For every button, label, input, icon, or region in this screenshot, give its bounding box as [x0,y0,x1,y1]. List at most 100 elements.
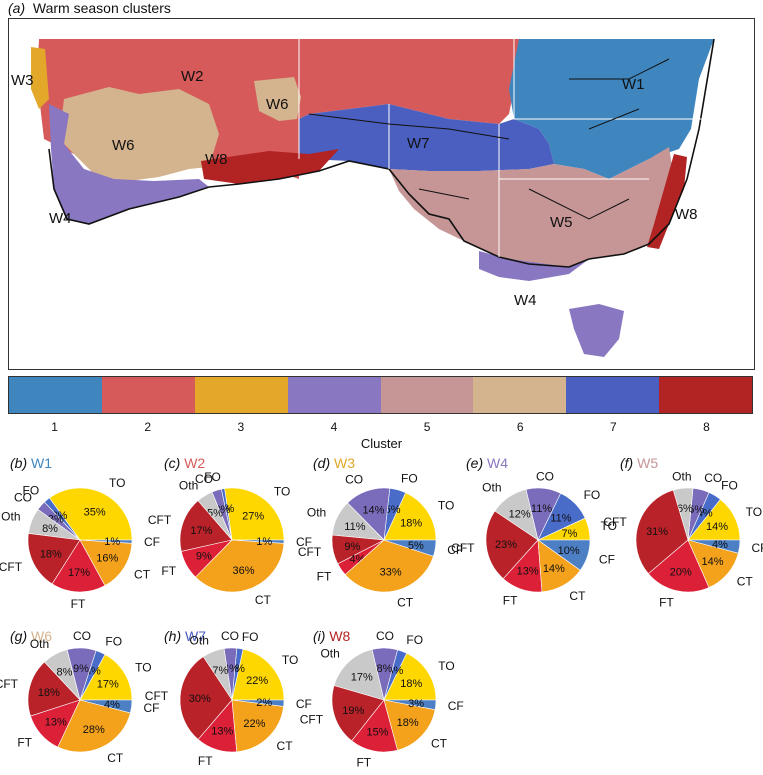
colorbar-tick-2: 2 [144,420,152,434]
pie-slice-label: FT [71,597,86,611]
pie-slice-ft [647,539,710,593]
pie-slice-value: 1% [256,536,272,548]
pie-slice-cf [231,699,285,707]
map-label-w6: W6 [112,137,135,154]
pie-slice-value: 17% [351,672,373,684]
pie-title-w7: (h) W7 [164,628,206,644]
pie-slice-value: 4% [712,539,728,551]
pie-slice-value: 28% [83,724,105,736]
pie-slice-label: FO [105,634,122,648]
pie-slice-value: 9% [73,663,89,675]
region-w4-sw [49,104,209,224]
pie-slice-label: CFT [298,545,322,559]
pie-slice-label: TO [438,659,454,673]
pie-slice-label: Oth [307,505,326,519]
pie-slice-label: Oth [179,479,198,493]
pie-slice-label: FO [584,488,601,502]
pie-slice-value: 36% [232,565,254,577]
pie-slice-label: CT [737,574,754,588]
region-w6-west [59,87,219,181]
pie-panel-name: W8 [329,628,351,644]
pie-slice-to [224,487,285,541]
region-w6-inland [254,77,301,121]
pie-slice-label: CT [431,736,448,750]
pie-slice-value: 9% [344,541,360,553]
map-label-w7: W7 [407,135,430,152]
pie-slice-cf [687,539,741,554]
pie-slice-value: 18% [38,687,60,699]
pie-slice-value: 13% [517,566,539,578]
pie-slice-value: 6% [677,503,693,515]
pie-slice-value: 4% [104,699,120,711]
colorbar-tick-6: 6 [516,420,524,434]
pie-title-w4: (e) W4 [466,455,508,471]
pie-slice-value: 5% [688,504,704,516]
pie-slice-cf [231,539,285,544]
pie-slice-label: CO [73,629,91,643]
pie-slice-value: 18% [400,678,422,690]
pie-panel-letter: (h) [164,628,185,644]
pie-slice-value: 14% [543,563,565,575]
pie-slice-label: FT [161,564,176,578]
map-label-w2: W2 [181,68,204,85]
pie-slice-cf [537,539,591,571]
pie-slice-to [231,648,285,701]
pie-slice-label: TO [109,476,125,490]
pie-panel-letter: (i) [313,628,330,644]
map-panel-letter: (a) [8,0,26,16]
pie-panel-name: W6 [31,628,52,644]
pie-slice-value: 14% [706,521,728,533]
pie-slice-value: 9% [196,551,212,563]
colorbar-swatch-3 [194,377,288,413]
pie-slice-label: FT [317,569,332,583]
pie-slice-label: FO [406,633,423,647]
pie-slice-ct [79,539,133,586]
pie-slice-label: CO [14,491,32,505]
map-label-w4: W4 [49,210,72,227]
pie-slice-value: 18% [40,549,62,561]
pie-slice-label: CO [704,471,722,485]
pie-slice-cft [635,489,689,575]
colorbar-tick-7: 7 [609,420,617,434]
pie-slice-oth [333,649,385,701]
pie-slice-cf [79,699,133,714]
pie-slice-label: Oth [190,633,209,647]
pie-slice-cf [383,539,437,557]
pie-slice-value: 17% [97,679,119,691]
pie-slice-label: CO [221,629,239,643]
pie-panel-letter: (c) [164,455,185,471]
colorbar-swatch-6 [473,377,567,413]
pie-slice-value: 2% [51,510,67,522]
colorbar-swatch-4 [287,377,381,413]
colorbar-ticks: 1 2 3 4 5 6 7 8 [8,420,753,434]
pie-title-w3: (d) W3 [313,455,355,471]
pie-chart-w5: 14% TO 4% FO 5% CO 6% Oth 31% CFT 20% FT 14% CT 4% CF [603,469,763,609]
pie-slice-label: Oth [320,647,339,661]
pie-slice-value: 13% [45,716,67,728]
pie-slice-label: CFT [0,560,23,574]
coastline [48,38,715,268]
pie-slice-label: CT [569,589,586,603]
pie-slice-value: 14% [702,556,724,568]
colorbar-label: Cluster [360,436,403,451]
pie-slice-label: TO [274,485,290,499]
pie-slice-value: 17% [68,567,90,579]
pie-title-w2: (c) W2 [164,455,205,471]
pie-slice-value: 23% [495,539,517,551]
pie-slice-label: TO [135,660,151,674]
pie-slice-to [383,652,437,701]
pie-slice-label: TO [746,505,762,519]
pie-slice-label: CFT [603,515,627,529]
pie-slice-value: 22% [243,718,265,730]
colorbar-swatch-5 [380,377,474,413]
pie-slice-label: CF [144,535,160,549]
pie-panel-letter: (e) [466,455,487,471]
pie-slice-label: CO [376,629,394,643]
pie-panel-name: W4 [487,455,508,471]
pie-slice-value: 27% [242,511,264,523]
pie-slice-value: 20% [670,566,692,578]
pie-slice-label: Oth [1,509,20,523]
